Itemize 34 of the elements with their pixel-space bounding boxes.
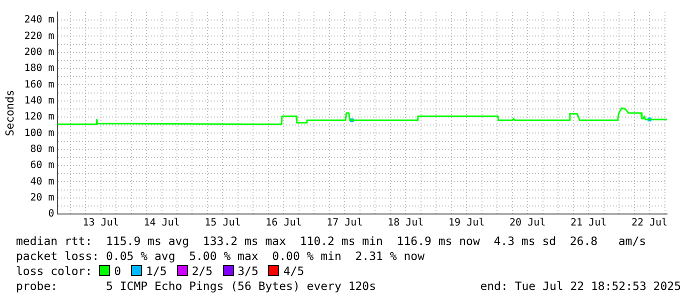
y-tick-label: 220 m [24,30,54,42]
y-tick-label: 200 m [24,46,54,58]
x-tick-label: 15 Jul [204,218,241,229]
text: probe: 5 ICMP Echo Pings (56 Bytes) every 120s [16,279,376,293]
x-tick-label: 14 Jul [144,218,180,229]
x-tick-label: 22 Jul [631,218,668,229]
legend-label: 1/5 [145,264,167,278]
y-tick-label: 0 [48,208,54,220]
legend-label: 3/5 [236,264,258,278]
legend-title: loss color: [16,264,94,278]
y-tick-label: 180 m [24,63,54,74]
y-axis-title: Seconds [3,90,16,136]
y-tick-label: 240 m [24,14,54,26]
legend-label: 4/5 [282,264,304,278]
x-tick-label: 21 Jul [570,218,607,229]
legend-label: 0 [113,264,122,278]
text: median rtt: 115.9 ms avg 133.2 ms max 110.2 ms min 116.9 ms now 4.3 ms sd 26.8 am/s [16,234,646,248]
y-tick-label: 20 m [30,192,54,204]
x-tick-label: 17 Jul [326,218,363,229]
y-tick-label: 100 m [24,128,54,139]
y-tick-label: 60 m [30,160,54,172]
y-tick-label: 80 m [30,144,54,155]
x-tick-label: 18 Jul [388,218,424,229]
y-tick-label: 160 m [24,79,54,90]
y-tick-label: 40 m [30,176,54,188]
legend-label: 2/5 [190,264,213,278]
y-tick-label: 140 m [24,95,54,106]
x-tick-label: 16 Jul [266,218,302,229]
text: packet loss: 0.05 % avg 5.00 % max 0.00 % min 2.31 % now [16,249,424,263]
y-tick-label: 120 m [24,112,54,123]
x-tick-label: 20 Jul [510,218,546,229]
x-tick-label: 13 Jul [82,218,119,229]
x-tick-label: 19 Jul [448,218,485,229]
text: end: Tue Jul 22 18:52:53 2025 [480,279,681,293]
